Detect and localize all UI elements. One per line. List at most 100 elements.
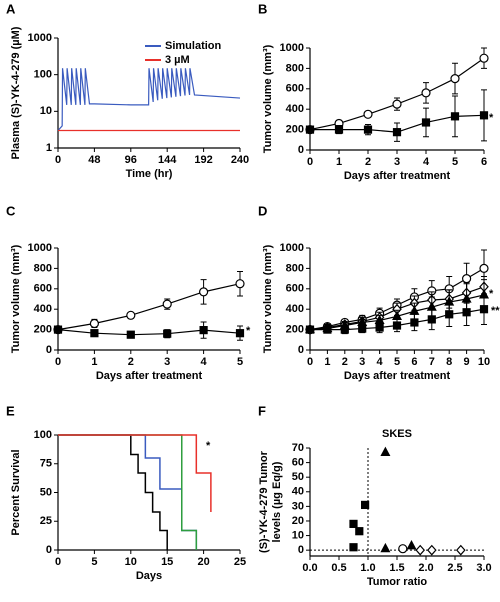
chart-title: SKES (382, 428, 412, 440)
marker-triangle (406, 540, 417, 550)
x-axis-label: Days after treatment (344, 370, 451, 382)
y-tick-label: 0 (298, 144, 304, 156)
x-tick-label: 144 (158, 154, 177, 166)
x-tick-label: 2 (365, 156, 371, 168)
y-tick-label: 800 (286, 62, 304, 74)
panel-letter: C (6, 203, 16, 218)
x-axis-label: Days after treatment (344, 170, 451, 182)
survival-curve (58, 434, 198, 550)
marker-square (355, 527, 364, 536)
x-tick-label: 0 (307, 156, 313, 168)
x-tick-label: 7 (429, 356, 435, 368)
y-tick-label: 1000 (280, 42, 304, 54)
marker-square (479, 111, 489, 120)
marker-circle (363, 109, 373, 119)
marker-circle (421, 88, 431, 98)
marker-triangle (380, 542, 391, 553)
y-axis-label: Tumor volume (mm³) (262, 44, 274, 153)
y-tick-label: 1 (46, 142, 52, 154)
y-axis-label: (S)-YK-4-279 Tumor (258, 450, 270, 553)
marker-circle (462, 274, 472, 284)
x-tick-label: 0 (55, 556, 61, 568)
marker-square (199, 326, 208, 335)
annotation: * (206, 440, 211, 452)
y-tick-label: 0 (46, 344, 52, 356)
marker-square (235, 329, 245, 338)
annotation: * (489, 288, 494, 300)
annotation: * (246, 325, 251, 337)
marker-square (392, 321, 402, 330)
x-tick-label: 48 (88, 154, 100, 166)
marker-square (334, 125, 344, 134)
x-axis-label: Tumor ratio (367, 576, 428, 588)
marker-square (410, 318, 419, 327)
x-tick-label: 2.0 (418, 562, 433, 574)
x-tick-label: 1 (324, 356, 330, 368)
series-line (57, 68, 241, 131)
x-tick-label: 1 (336, 156, 342, 168)
panel-letter: B (258, 1, 267, 16)
x-tick-label: 0 (55, 154, 61, 166)
marker-circle (126, 310, 136, 320)
legend-label: 3 µM (165, 54, 190, 66)
x-tick-label: 0 (307, 356, 313, 368)
y-tick-label: 600 (286, 83, 304, 95)
marker-diamond (415, 544, 426, 556)
x-tick-label: 5 (91, 556, 97, 568)
panel-letter: A (6, 1, 16, 16)
marker-square (53, 325, 63, 334)
x-tick-label: 2.5 (447, 562, 462, 574)
marker-square (349, 543, 358, 552)
x-tick-label: 0.5 (331, 562, 346, 574)
y-tick-label: 70 (292, 442, 304, 454)
x-tick-label: 0 (55, 356, 61, 368)
marker-square (375, 323, 384, 332)
marker-square (421, 118, 431, 127)
y-tick-label: 20 (292, 515, 304, 527)
marker-circle (162, 299, 172, 309)
x-tick-label: 3.0 (476, 562, 491, 574)
marker-square (462, 308, 471, 317)
y-tick-label: 600 (34, 283, 52, 295)
x-axis-label: Days after treatment (96, 370, 203, 382)
x-tick-label: 5 (452, 156, 458, 168)
y-tick-label: 0 (46, 544, 52, 556)
x-tick-label: 6 (481, 156, 487, 168)
x-tick-label: 20 (197, 556, 209, 568)
y-tick-label: 60 (292, 457, 304, 469)
marker-diamond (426, 544, 437, 556)
survival-curve (58, 434, 168, 550)
y-tick-label: 50 (292, 471, 304, 483)
marker-circle (479, 53, 489, 63)
x-tick-label: 192 (194, 154, 212, 166)
y-axis-label: Percent Survival (10, 449, 22, 535)
x-tick-label: 4 (201, 356, 208, 368)
x-tick-label: 1 (91, 356, 97, 368)
x-tick-label: 25 (234, 556, 246, 568)
y-axis-label: levels (µg Eq/g) (271, 461, 283, 542)
marker-circle (479, 263, 489, 273)
marker-square (126, 330, 135, 339)
x-tick-label: 2 (128, 356, 134, 368)
x-tick-label: 5 (237, 356, 243, 368)
x-tick-label: 0.0 (302, 562, 317, 574)
y-tick-label: 800 (286, 262, 304, 274)
y-axis-label: Tumor volume (mm³) (10, 244, 22, 353)
y-tick-label: 100 (34, 69, 52, 81)
y-tick-label: 400 (286, 303, 304, 315)
x-tick-label: 3 (394, 156, 400, 168)
x-tick-label: 3 (164, 356, 170, 368)
marker-circle (450, 73, 460, 84)
legend-label: Simulation (165, 40, 222, 52)
marker-square (427, 315, 436, 324)
survival-curve (58, 434, 198, 550)
x-tick-label: 4 (377, 356, 384, 368)
annotation: ** (491, 305, 500, 317)
marker-square (450, 112, 460, 121)
marker-circle (392, 99, 402, 109)
y-tick-label: 10 (40, 105, 52, 117)
panel-letter: D (258, 203, 267, 218)
y-tick-label: 0 (298, 544, 304, 556)
marker-square (349, 519, 358, 528)
